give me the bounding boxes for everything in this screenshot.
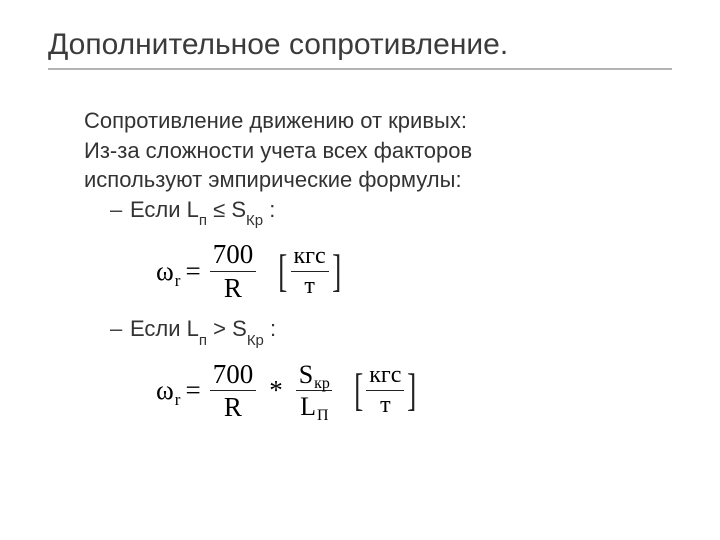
condition-2-text: Если Lп > SКр : bbox=[130, 316, 276, 345]
condition-1: – Если Lп ≤ SКр : bbox=[110, 197, 672, 226]
page-title: Дополнительное сопротивление. bbox=[48, 28, 672, 70]
intro-line-2: Из-за сложности учета всех факторов bbox=[84, 136, 672, 166]
formula-2: ωr = 700 R * Sкр LП [ кгс т ] bbox=[156, 360, 672, 422]
bullet-dash-icon: – bbox=[110, 197, 130, 223]
right-bracket-icon: ] bbox=[332, 253, 341, 290]
intro-line-3: используют эмпирические формулы: bbox=[84, 165, 672, 195]
left-bracket-icon: [ bbox=[278, 253, 287, 290]
left-bracket-icon: [ bbox=[354, 372, 363, 409]
bullet-dash-icon: – bbox=[110, 316, 130, 342]
intro-line-1: Сопротивление движению от кривых: bbox=[84, 106, 672, 136]
condition-1-text: Если Lп ≤ SКр : bbox=[130, 197, 275, 226]
formula-1: ωr = 700 R [ кгс т ] bbox=[156, 240, 672, 302]
condition-2: – Если Lп > SКр : bbox=[110, 316, 672, 345]
right-bracket-icon: ] bbox=[407, 372, 416, 409]
